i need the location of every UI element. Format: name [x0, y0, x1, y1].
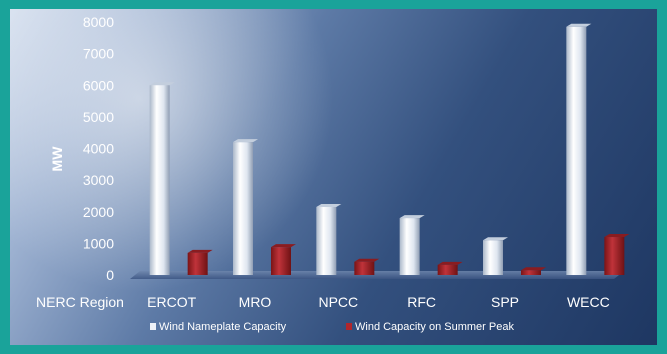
y-tick-label: 1000: [83, 235, 114, 251]
bar-nameplate-capacity: [233, 142, 253, 275]
y-tick-label: 8000: [83, 14, 114, 30]
x-tick-label: NPCC: [318, 294, 358, 310]
bar-top-face: [521, 267, 546, 271]
bar-top-face: [316, 204, 342, 208]
bar-nameplate-capacity: [566, 26, 587, 276]
bar-top-face: [233, 139, 258, 143]
bar-nameplate-capacity: [483, 240, 503, 275]
x-tick-label: ERCOT: [147, 294, 196, 310]
bar-top-face: [187, 249, 213, 253]
x-tick-label: SPP: [491, 294, 519, 310]
bar-top-face: [604, 234, 630, 238]
bar-top-face: [354, 258, 380, 262]
y-tick-label: 6000: [83, 77, 114, 93]
bar-summer-peak-capacity: [271, 247, 291, 275]
bar-chart: MW 0 1000 2000 3000 4000 5000 6000 7000 8000 NER…: [36, 14, 630, 333]
y-tick-label: 7000: [83, 46, 114, 62]
bar-top-face: [271, 244, 296, 248]
bar-nameplate-capacity: [399, 218, 420, 275]
bar-summer-peak-capacity: [437, 264, 458, 275]
x-tick-label: RFC: [407, 294, 436, 310]
bar-summer-peak-capacity: [187, 252, 208, 275]
y-tick-label: 4000: [83, 141, 114, 157]
bar-summer-peak-capacity: [604, 237, 625, 275]
legend-label: Wind Nameplate Capacity: [159, 321, 287, 333]
x-axis-title: NERC Region: [36, 294, 124, 310]
y-axis-title: MW: [49, 146, 65, 172]
bar-nameplate-capacity: [149, 85, 170, 275]
bar-top-face: [149, 82, 175, 86]
legend-swatch: [150, 323, 156, 330]
bar-summer-peak-capacity: [521, 270, 541, 275]
legend-label: Wind Capacity on Summer Peak: [355, 321, 514, 333]
bar-nameplate-capacity: [316, 207, 337, 275]
bar-top-face: [399, 215, 425, 219]
bar-top-face: [483, 237, 508, 241]
y-tick-label: 3000: [83, 172, 114, 188]
x-tick-label: MRO: [239, 294, 272, 310]
y-tick-label: 0: [106, 267, 114, 283]
bar-top-face: [566, 23, 592, 27]
chart-frame: MW 0 1000 2000 3000 4000 5000 6000 7000 8000 NER…: [10, 9, 657, 345]
y-tick-label: 5000: [83, 109, 114, 125]
legend-swatch: [346, 323, 352, 330]
y-tick-label: 2000: [83, 204, 114, 220]
bar-top-face: [437, 261, 463, 265]
x-tick-label: WECC: [567, 294, 610, 310]
bar-summer-peak-capacity: [354, 261, 375, 275]
